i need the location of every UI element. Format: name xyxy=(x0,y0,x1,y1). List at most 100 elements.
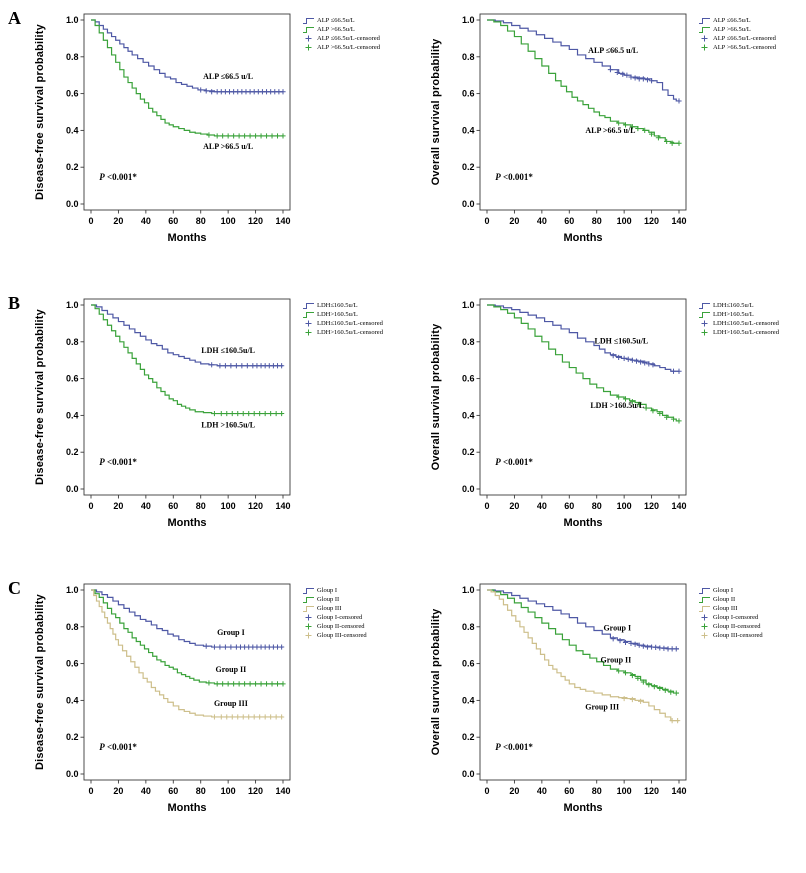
x-tick-label: 140 xyxy=(275,501,290,511)
y-axis-title: Overall survival probability xyxy=(426,6,446,248)
legend-entry: LDH≤160.5u/L-censored xyxy=(698,319,794,328)
censored-mark xyxy=(640,643,646,649)
censored-mark xyxy=(629,357,635,363)
legend-entry: Gloup II-censored xyxy=(698,622,794,631)
censored-mark xyxy=(669,718,675,724)
censored-mark xyxy=(214,681,220,687)
x-tick-label: 80 xyxy=(592,216,602,226)
censored-mark xyxy=(209,89,215,95)
legend-label: Gloup II-censored xyxy=(713,623,761,630)
x-tick-label: 60 xyxy=(168,786,178,796)
y-tick-label: 0.6 xyxy=(462,659,475,669)
censored-mark xyxy=(621,355,627,361)
x-axis-label: Months xyxy=(167,232,206,244)
censored-mark xyxy=(240,410,246,417)
legend-entry: ALP >66.5u/L xyxy=(302,25,398,34)
censored-marker-icon xyxy=(701,329,708,336)
plot-frame xyxy=(83,13,291,211)
survival-line-icon xyxy=(699,312,710,318)
censored-mark xyxy=(269,133,275,139)
censored-marker-icon xyxy=(305,329,312,336)
censored-mark xyxy=(617,638,623,644)
survival-curve xyxy=(487,304,679,422)
censored-mark xyxy=(258,681,264,687)
panel-letter-a: A xyxy=(8,8,21,28)
x-axis-label: Months xyxy=(563,802,602,814)
panel-row-b: B Disease-free survival probability 0.0 0… xyxy=(0,285,806,570)
p-value: P <0.001* xyxy=(495,457,533,467)
legend-entry: ALP >66.5u/L-censored xyxy=(302,43,398,52)
legend-entry: LDH>160.5u/L xyxy=(302,310,398,319)
legend-label: Gloup III-censored xyxy=(317,632,367,639)
x-tick-label: 40 xyxy=(537,786,547,796)
x-tick-label: 60 xyxy=(564,786,574,796)
censored-mark xyxy=(218,410,224,417)
legend: ALP ≤66.5u/L ALP >66.5u/L ALP ≤66.5u/L-cen… xyxy=(698,6,794,52)
legend-label: ALP >66.5u/L xyxy=(713,26,751,33)
censored-mark xyxy=(616,120,622,126)
legend-entry: Gloup I-censored xyxy=(302,613,398,622)
censored-mark xyxy=(222,644,228,650)
censored-mark xyxy=(648,131,655,137)
legend-label: ALP ≤66.5u/L xyxy=(317,17,355,24)
censored-mark xyxy=(235,714,241,720)
km-chart-os-groups: Overall survival probability 0.0 0.2 0.4 0.… xyxy=(426,576,794,818)
x-tick-label: 60 xyxy=(564,501,574,511)
y-axis-title: Disease-free survival probability xyxy=(30,291,50,533)
x-tick-label: 40 xyxy=(537,501,547,511)
panel-letter-c: C xyxy=(8,578,21,598)
survival-line-icon xyxy=(303,588,314,594)
legend-label: Gloup II xyxy=(317,596,340,603)
y-tick-label: 0.6 xyxy=(462,89,475,99)
censored-mark xyxy=(644,77,651,83)
censored-mark xyxy=(661,645,667,651)
legend-entry: LDH>160.5u/L-censored xyxy=(698,328,794,337)
censored-mark xyxy=(214,133,220,139)
censored-marker-icon xyxy=(701,320,708,327)
censored-mark xyxy=(263,133,270,139)
censored-mark xyxy=(263,681,270,687)
legend-label: LDH≤160.5u/L xyxy=(317,302,358,309)
censored-mark xyxy=(198,87,204,93)
censored-mark xyxy=(211,410,218,417)
plot-canvas: 0.0 0.2 0.4 0.6 0.8 1.0 0 20 40 60 80 100 120 140 Mont… xyxy=(66,583,291,814)
censored-mark xyxy=(228,363,234,369)
legend-label: Gloup III xyxy=(317,605,342,612)
censored-mark xyxy=(222,363,228,369)
censored-mark xyxy=(252,681,259,687)
survival-curve xyxy=(487,589,679,694)
legend-label: Gloup III xyxy=(713,605,738,612)
censored-mark xyxy=(629,696,635,703)
y-tick-label: 0.4 xyxy=(462,125,475,135)
censored-mark xyxy=(616,394,622,400)
y-tick-label: 0.4 xyxy=(66,410,79,420)
plot-canvas: 0.0 0.2 0.4 0.6 0.8 1.0 0 20 40 60 80 100 120 140 Mont… xyxy=(462,583,687,814)
curve-label: Group III xyxy=(214,699,248,708)
x-tick-label: 40 xyxy=(141,216,151,226)
survival-curve xyxy=(91,19,283,137)
y-tick-label: 0.2 xyxy=(462,447,475,457)
curve-label: LDH ≤160.5u/L xyxy=(201,346,255,355)
plot-frame xyxy=(479,298,687,496)
censored-mark xyxy=(279,644,285,650)
censored-mark xyxy=(640,679,646,685)
censored-mark xyxy=(633,358,640,364)
y-tick-label: 0.2 xyxy=(66,162,79,172)
censored-mark xyxy=(229,714,235,720)
km-chart-dfs-groups: Disease-free survival probability 0.0 0.2… xyxy=(30,576,398,818)
censored-mark xyxy=(622,670,629,676)
survival-line-icon xyxy=(699,606,710,612)
legend-entry: Gloup I xyxy=(302,586,398,595)
legend-label: LDH>160.5u/L xyxy=(713,311,754,318)
legend-label: Gloup III-censored xyxy=(713,632,763,639)
panel-letter-b: B xyxy=(8,293,21,313)
censored-mark xyxy=(242,133,248,139)
censored-mark xyxy=(642,360,648,366)
censored-mark xyxy=(676,368,682,374)
km-chart-dfs-alp: Disease-free survival probability 0.0 0.2… xyxy=(30,6,398,248)
x-tick-label: 0 xyxy=(484,216,489,226)
y-axis-title-text: Overall survival probability xyxy=(430,323,442,471)
curve-label: ALP ≤66.5 u/L xyxy=(588,46,638,55)
survival-curve xyxy=(91,589,283,685)
y-tick-label: 0.6 xyxy=(66,659,79,669)
